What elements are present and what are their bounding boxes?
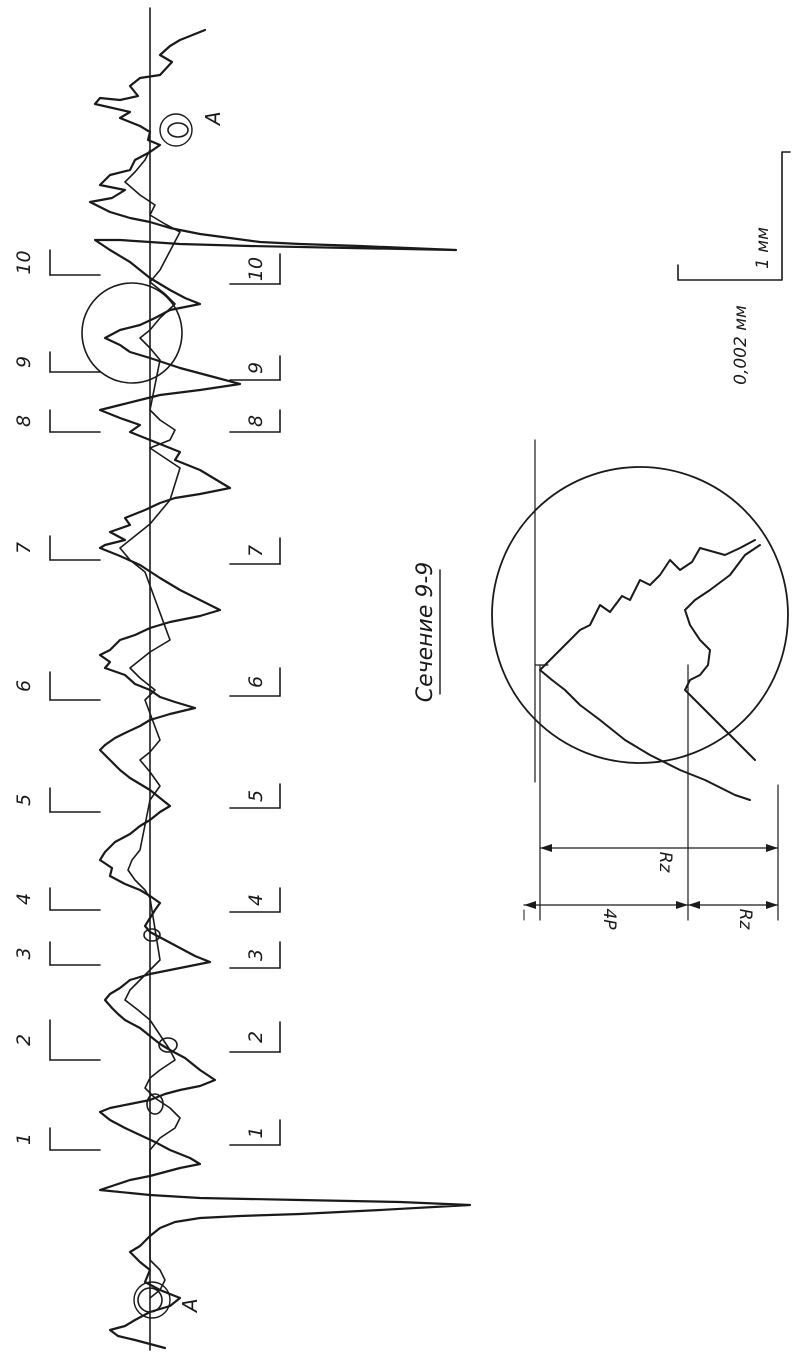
detail-view: Rz Rz 4P [491, 439, 789, 931]
section-number-bottom: 5 [245, 790, 267, 802]
section-number-top: 8 [13, 415, 35, 427]
point-label-a-top: A [201, 111, 225, 127]
section-number-bottom: 3 [245, 949, 267, 961]
section-marker: 10 10 [13, 249, 281, 285]
detail-upper-trace [539, 539, 756, 801]
section-9-circle [81, 282, 183, 384]
section-number-bottom: 2 [245, 1031, 267, 1043]
scale-bar: 1 мм 0,002 мм [677, 151, 791, 385]
lower-profile-trace [119, 149, 181, 1299]
point-a-circle-top [159, 113, 193, 147]
section-caption: Сечение 9-9 [413, 562, 438, 703]
detail-circle [491, 466, 789, 764]
scale-horizontal-label: 1 мм [753, 227, 773, 269]
detail-lower-trace [684, 544, 761, 761]
section-number-top: 10 [13, 250, 35, 274]
section-number-top: 9 [13, 356, 35, 368]
section-marker: 11 [13, 1119, 281, 1151]
section-number-bottom: 10 [245, 257, 267, 281]
section-markers: 112 23 34 45 56 67 78 89 910 10 [13, 249, 281, 1151]
section-number-bottom: 6 [245, 676, 267, 688]
section-number-top: 4 [13, 893, 35, 905]
section-number-top: 2 [13, 1034, 35, 1046]
section-number-top: 7 [13, 542, 35, 554]
point-label-a-bottom: A [178, 1298, 202, 1314]
section-number-top: 6 [13, 680, 35, 692]
profile-hatch-marks [137, 122, 189, 1313]
section-number-top: 5 [13, 794, 35, 806]
caption-group: Сечение 9-9 [413, 562, 441, 703]
section-number-bottom: 8 [245, 415, 267, 427]
detail-dim-2: Rz [735, 909, 755, 931]
scale-vertical-label: 0,002 мм [731, 305, 751, 385]
detail-dim-1: Rz [655, 852, 675, 874]
section-number-top: 1 [13, 1133, 35, 1145]
section-number-bottom: 9 [245, 362, 267, 374]
upper-profile-trace [88, 28, 472, 1350]
detail-dim-3: 4P [599, 908, 619, 930]
section-number-bottom: 1 [245, 1126, 267, 1138]
point-a-circle-bottom [133, 1281, 171, 1319]
section-number-bottom: 7 [245, 545, 267, 557]
section-number-bottom: 4 [245, 894, 267, 906]
section-number-top: 3 [13, 947, 35, 959]
